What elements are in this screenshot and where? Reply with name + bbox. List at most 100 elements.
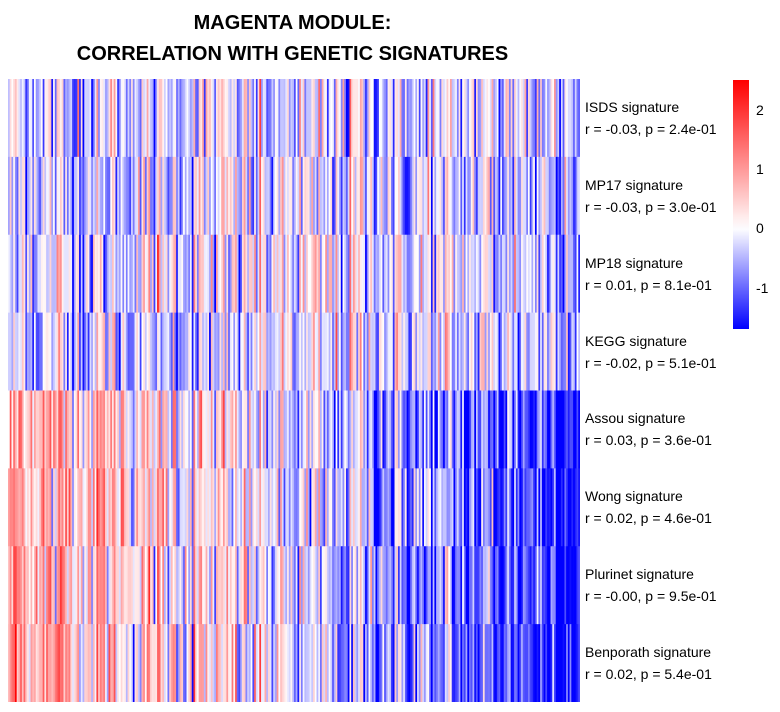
heatmap-cell <box>564 79 567 158</box>
heatmap-cell <box>266 234 269 314</box>
heatmap-cell <box>266 546 269 625</box>
row-label-name: Benporath signature <box>585 644 712 661</box>
heatmap-cell <box>61 390 64 469</box>
heatmap-cell <box>363 468 366 547</box>
heatmap-cell <box>347 468 350 547</box>
heatmap-cell <box>422 624 425 702</box>
heatmap-cell <box>231 468 234 547</box>
heatmap-cell <box>155 234 158 314</box>
heatmap-cell <box>404 312 408 392</box>
heatmap-cell <box>127 624 130 702</box>
heatmap-cell <box>543 624 546 702</box>
heatmap-cell <box>458 79 461 158</box>
heatmap-cell <box>363 624 366 702</box>
heatmap-cell <box>35 624 38 702</box>
heatmap-cell <box>262 312 265 392</box>
heatmap-cell <box>61 546 64 625</box>
heatmap-cell <box>27 546 30 625</box>
heatmap-cell <box>86 390 89 469</box>
heatmap-cell <box>429 312 432 392</box>
heatmap-cell <box>255 390 258 469</box>
heatmap-cell <box>476 312 479 392</box>
heatmap-cell <box>425 390 428 469</box>
heatmap-cell <box>179 312 182 392</box>
heatmap-cell <box>132 624 135 702</box>
heatmap-cell <box>486 390 489 469</box>
heatmap-cell <box>273 546 276 625</box>
heatmap-cell <box>165 468 168 547</box>
heatmap-cell <box>519 468 522 547</box>
heatmap-cell <box>382 624 385 702</box>
heatmap-cell <box>112 312 115 392</box>
heatmap-cell <box>536 390 539 469</box>
heatmap-cell <box>460 624 463 702</box>
heatmap-cell <box>112 156 115 236</box>
heatmap-cell <box>413 390 416 469</box>
heatmap-cell <box>56 624 59 702</box>
heatmap-cell <box>448 79 451 158</box>
heatmap-cell <box>422 468 425 547</box>
heatmap-cell <box>512 234 515 314</box>
heatmap-cell <box>86 156 89 236</box>
heatmap-cell <box>268 390 271 469</box>
heatmap-cell <box>372 79 375 158</box>
heatmap-cell <box>507 312 510 392</box>
heatmap-cell <box>14 79 18 158</box>
heatmap-cell <box>294 624 297 702</box>
heatmap-cell <box>443 468 446 547</box>
heatmap-cell <box>394 624 397 702</box>
heatmap-cell <box>91 624 94 702</box>
heatmap-cell <box>14 468 18 547</box>
heatmap-cell <box>186 624 189 702</box>
heatmap-cell <box>157 624 160 702</box>
heatmap-cell <box>411 390 414 469</box>
heatmap-cell <box>387 79 390 158</box>
heatmap-cell <box>403 234 406 314</box>
heatmap-cell <box>202 156 205 236</box>
heatmap-cell <box>437 546 440 625</box>
heatmap-cell <box>65 468 68 547</box>
heatmap-cell <box>56 156 59 236</box>
heatmap-cell <box>158 624 161 702</box>
heatmap-cell <box>325 312 328 392</box>
heatmap-cell <box>450 468 453 547</box>
heatmap-cell <box>217 312 220 392</box>
heatmap-cell <box>131 624 134 702</box>
heatmap-cell <box>271 79 274 158</box>
heatmap-cell <box>98 546 101 625</box>
heatmap-cell <box>238 234 241 314</box>
heatmap-cell <box>207 312 210 392</box>
heatmap-cell <box>394 546 397 625</box>
heatmap-cell <box>380 156 383 236</box>
heatmap-cell <box>243 390 246 469</box>
heatmap-cell <box>23 390 26 469</box>
heatmap-cell <box>533 624 536 702</box>
heatmap-cell <box>560 468 564 547</box>
heatmap-cell <box>325 79 328 158</box>
heatmap-cell <box>190 546 193 625</box>
heatmap-cell <box>559 234 562 314</box>
heatmap-cell <box>14 546 18 625</box>
heatmap-cell <box>23 234 26 314</box>
heatmap-cell <box>311 156 314 236</box>
heatmap-cell <box>430 312 434 392</box>
heatmap-cell <box>172 79 175 158</box>
heatmap-cell <box>14 624 18 702</box>
heatmap-cell <box>294 468 297 547</box>
heatmap-cell <box>72 156 75 236</box>
heatmap-cell <box>560 234 564 314</box>
heatmap-cell <box>82 624 85 702</box>
heatmap-cell <box>148 79 151 158</box>
heatmap-cell <box>378 234 382 314</box>
heatmap-cell <box>356 79 359 158</box>
heatmap-cell <box>430 624 434 702</box>
heatmap-cell <box>294 546 297 625</box>
heatmap-cell <box>113 156 116 236</box>
heatmap-cell <box>358 390 361 469</box>
heatmap-cell <box>495 79 498 158</box>
heatmap-cell <box>554 79 557 158</box>
heatmap-cell <box>358 468 361 547</box>
heatmap-cell <box>365 156 368 236</box>
heatmap-cell <box>226 312 229 392</box>
heatmap-cell <box>134 624 137 702</box>
